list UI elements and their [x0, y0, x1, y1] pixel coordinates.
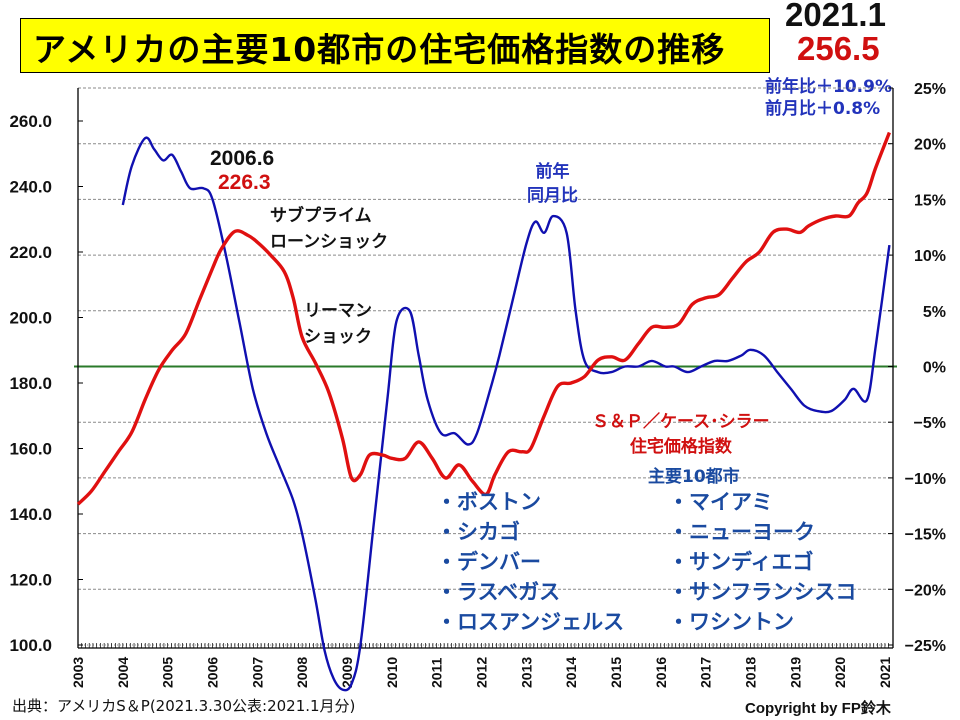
left-tick-label: 240.0	[9, 178, 52, 197]
yoy-label-line-1: 前年	[535, 162, 570, 182]
index-line	[76, 131, 891, 506]
cities-list-right: ・マイアミ ・ニューヨーク ・サンディエゴ ・サンフランシスコ ・ワシントン	[668, 487, 856, 637]
city-item: ・シカゴ	[436, 520, 520, 544]
copyright-note: Copyright by FP鈴木	[745, 700, 891, 717]
peak-date-annotation: 2006.6	[210, 147, 275, 170]
x-tick-label: 2012	[473, 657, 489, 688]
right-tick-label: 15%	[914, 192, 946, 209]
x-tick-label: 2020	[832, 657, 848, 688]
right-tick-label: 20%	[914, 137, 946, 154]
right-tick-label: −10%	[905, 471, 946, 488]
right-tick-label: 10%	[914, 248, 946, 265]
left-tick-label: 100.0	[9, 636, 52, 655]
x-tick-label: 2014	[563, 657, 579, 688]
x-tick-label: 2003	[70, 657, 86, 688]
left-tick-label: 180.0	[9, 374, 52, 393]
x-tick-label: 2010	[384, 657, 400, 688]
right-tick-label: −15%	[905, 527, 946, 544]
right-tick-label: −25%	[905, 638, 946, 655]
latest-mom: 前月比＋0.8%	[765, 99, 881, 119]
x-tick-label: 2019	[787, 657, 803, 688]
subprime-line-1: サブプライム	[270, 206, 372, 226]
x-tick-label: 2016	[653, 657, 669, 688]
lehman-annotation: リーマン ショック	[304, 298, 372, 350]
city-item: ・ロスアンジェルス	[436, 610, 625, 634]
left-tick-label: 220.0	[9, 243, 52, 262]
left-tick-label: 120.0	[9, 571, 52, 590]
cities-list-left: ・ボストン ・シカゴ ・デンバー ・ラスベガス ・ロスアンジェルス	[436, 487, 624, 637]
latest-date: 2021.1	[785, 0, 886, 33]
x-tick-label: 2009	[339, 657, 355, 688]
x-tick-label: 2013	[518, 657, 534, 688]
index-series-label: Ｓ＆Ｐ／ケース･シラー 住宅価格指数	[592, 410, 770, 460]
city-item: ・ワシントン	[668, 610, 794, 634]
x-tick-label: 2007	[249, 657, 265, 688]
x-tick-label: 2011	[429, 657, 445, 688]
yoy-series-label: 前年 同月比	[527, 160, 578, 208]
city-item: ・ニューヨーク	[668, 520, 815, 544]
chart-title: アメリカの主要10都市の住宅価格指数の推移	[33, 30, 726, 69]
right-tick-label: 25%	[914, 81, 946, 98]
title-box: アメリカの主要10都市の住宅価格指数の推移	[20, 18, 770, 73]
x-tick-label: 2017	[698, 657, 714, 688]
subprime-line-2: ローンショック	[270, 232, 389, 252]
city-item: ・サンディエゴ	[668, 550, 814, 574]
lehman-line-1: リーマン	[304, 301, 372, 321]
x-tick-label: 2008	[294, 657, 310, 688]
right-tick-label: 0%	[923, 360, 946, 377]
city-item: ・ラスベガス	[436, 580, 561, 604]
left-axis-ticks: 100.0 120.0 140.0 160.0 180.0 200.0 220.0 240.0…	[9, 112, 83, 655]
lehman-line-2: ショック	[304, 327, 372, 347]
source-note: 出典：アメリカS＆P(2021.3.30公表:2021.1月分)	[12, 697, 356, 715]
city-item: ・サンフランシスコ	[668, 580, 857, 604]
left-tick-label: 200.0	[9, 309, 52, 328]
series-lines	[76, 131, 891, 692]
gridlines	[74, 87, 897, 646]
x-tick-label: 2018	[742, 657, 758, 688]
x-axis-ticks: 2003 2004 2005 2006 2007 2008 2009 2010 2011 2012…	[70, 657, 893, 688]
latest-yoy: 前年比＋10.9%	[765, 77, 892, 97]
yoy-label-line-2: 同月比	[527, 186, 578, 206]
x-tick-label: 2021	[877, 657, 893, 688]
index-label-line-1: Ｓ＆Ｐ／ケース･シラー	[592, 412, 770, 432]
left-tick-label: 260.0	[9, 112, 52, 131]
right-tick-label: 5%	[923, 304, 946, 321]
right-tick-label: −20%	[905, 582, 946, 599]
index-label-line-2: 住宅価格指数	[629, 437, 732, 457]
latest-value: 256.5	[797, 30, 880, 67]
right-tick-label: −5%	[914, 415, 946, 432]
x-tick-label: 2015	[608, 657, 624, 688]
x-tick-label: 2005	[160, 657, 176, 688]
yoy-line	[121, 136, 891, 692]
city-item: ・デンバー	[436, 550, 541, 574]
left-tick-label: 160.0	[9, 440, 52, 459]
cities-title: 主要10都市	[648, 467, 740, 487]
right-axis-ticks: −25% −20% −15% −10% −5% 0% 5% 10% 15% 20% 25%	[888, 81, 946, 655]
x-tick-label: 2006	[204, 657, 220, 688]
city-item: ・ボストン	[436, 490, 541, 514]
left-tick-label: 140.0	[9, 505, 52, 524]
x-tick-label: 2004	[115, 657, 131, 688]
subprime-annotation: サブプライム ローンショック	[270, 203, 388, 255]
axes	[77, 88, 894, 649]
city-item: ・マイアミ	[668, 490, 773, 514]
peak-value-annotation: 226.3	[218, 171, 271, 194]
